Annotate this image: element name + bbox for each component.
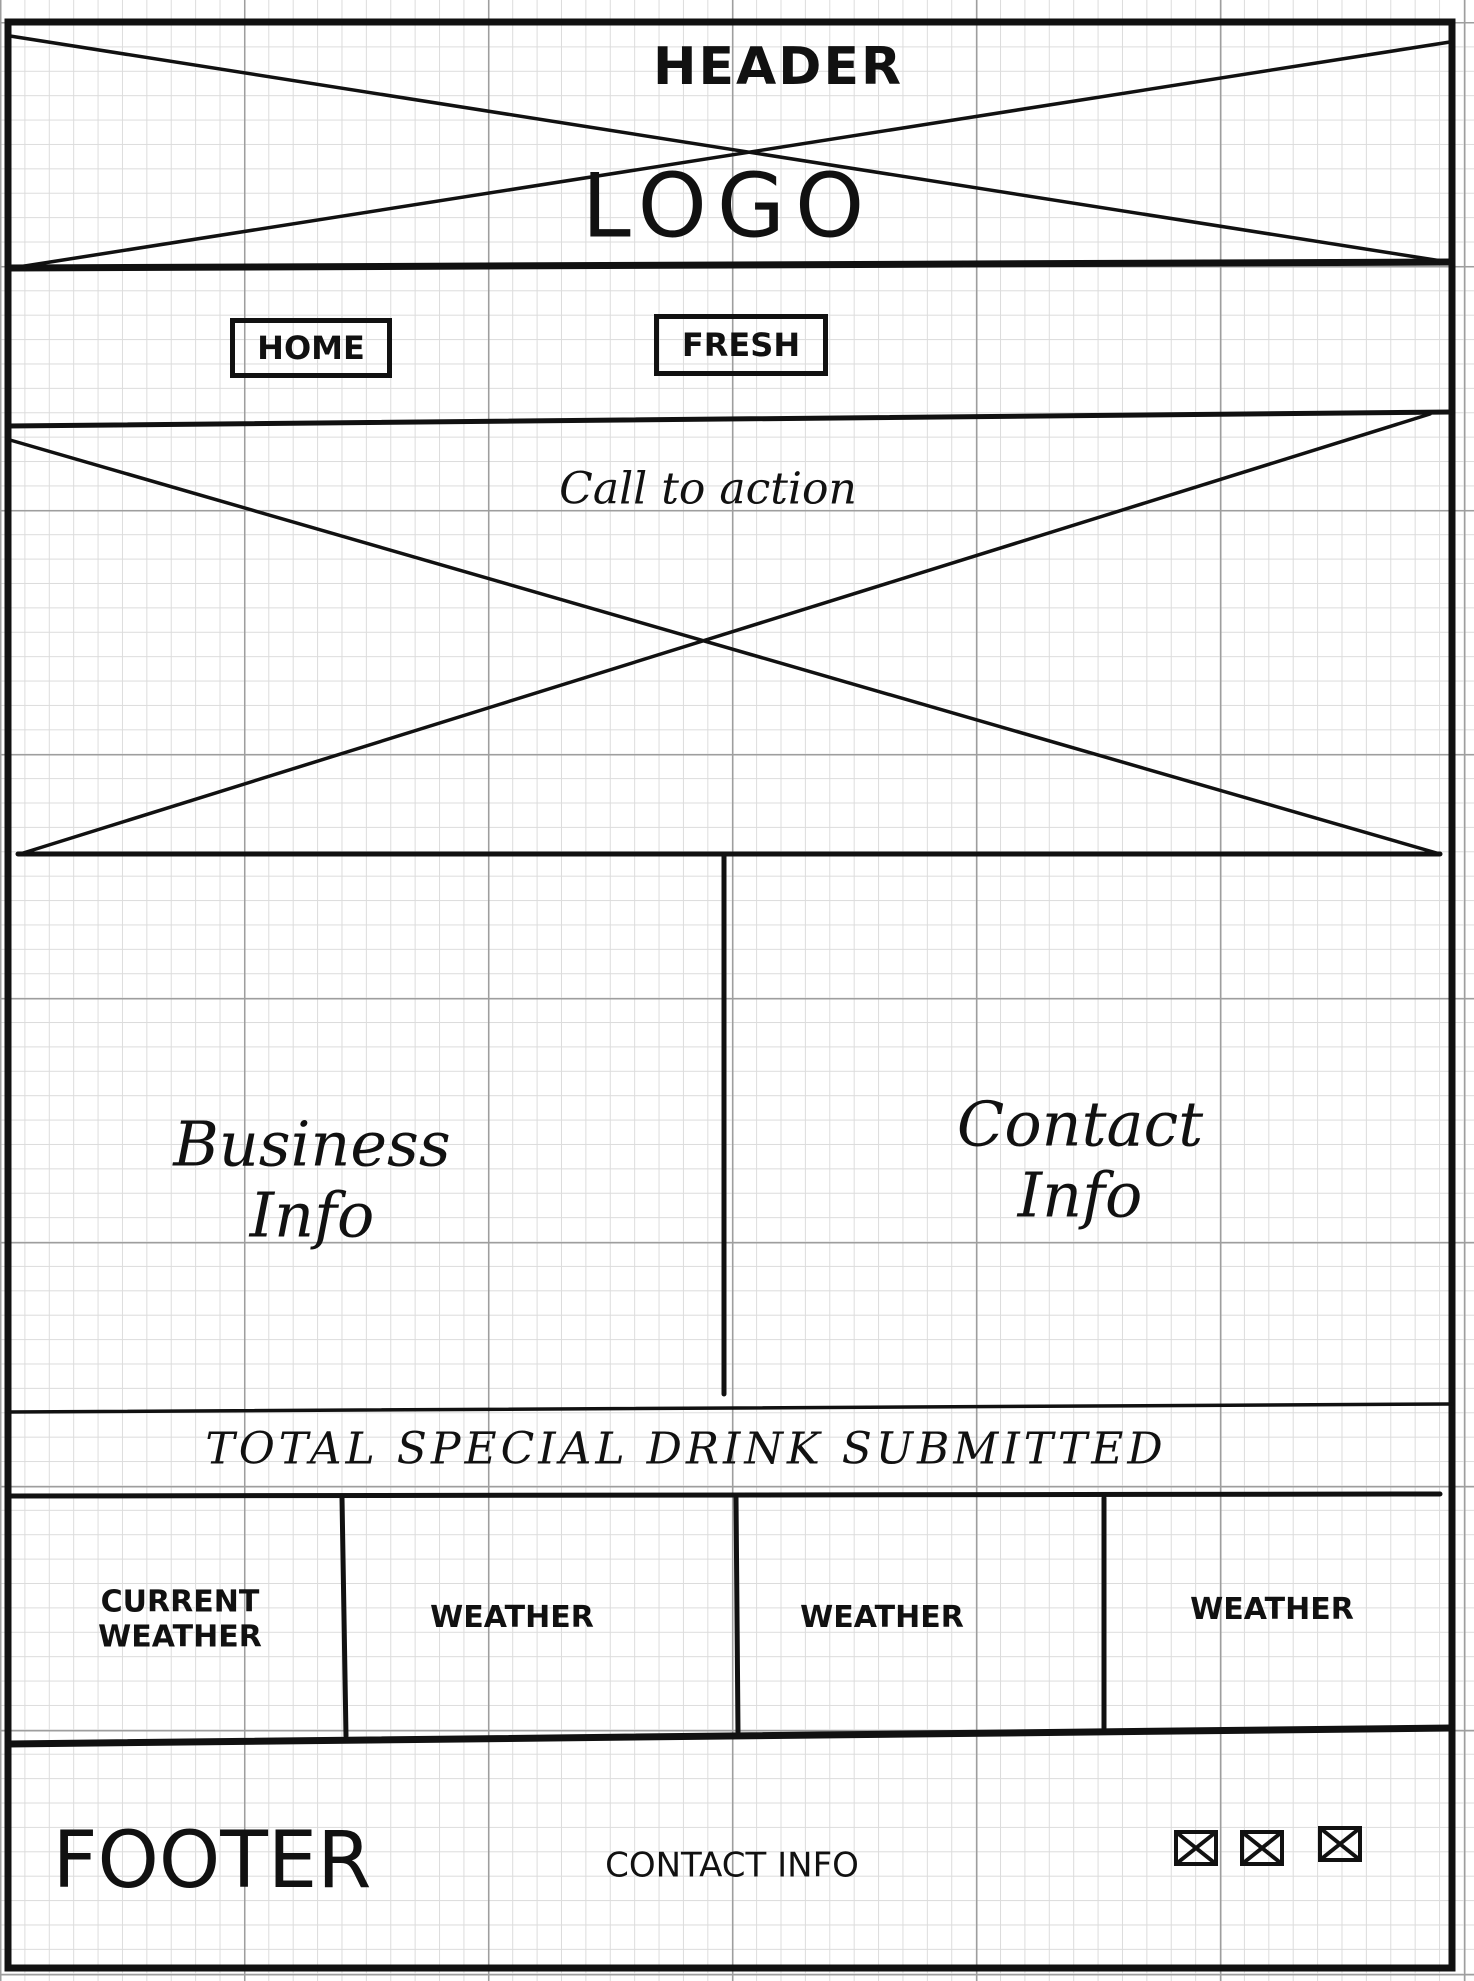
weather-card: WEATHER bbox=[430, 1599, 594, 1635]
header-cross-line bbox=[8, 34, 1450, 264]
weather-divider-line bbox=[339, 1495, 349, 1739]
home-button[interactable]: HOME bbox=[230, 318, 392, 378]
nav-bottom-line bbox=[5, 409, 1455, 429]
header-bottom-line bbox=[4, 258, 1456, 272]
business-info: Business Info bbox=[173, 1107, 451, 1252]
logo: LOGO bbox=[581, 154, 875, 258]
social-x-box-icon[interactable] bbox=[1318, 1826, 1362, 1862]
hero-cross-line bbox=[18, 412, 1432, 856]
weather-card: WEATHER bbox=[800, 1599, 964, 1635]
weather-card: WEATHER bbox=[1190, 1591, 1354, 1627]
footer-top-line bbox=[4, 1724, 1456, 1748]
header-cross-line bbox=[10, 40, 1452, 270]
hero-cross-line bbox=[8, 438, 1442, 856]
contact-info: Contact Info bbox=[956, 1087, 1204, 1232]
current-weather-line: CURRENT bbox=[100, 1584, 260, 1620]
drinks-bottom-line bbox=[5, 1491, 1443, 1499]
total-special-drink-submitted: TOTAL SPECIAL DRINK SUBMITTED bbox=[205, 1423, 1167, 1475]
social-x-box-icon[interactable] bbox=[1174, 1830, 1218, 1866]
footer-contact-info[interactable]: CONTACT INFO bbox=[605, 1845, 859, 1886]
fresh-button[interactable]: FRESH bbox=[654, 314, 828, 376]
current-weather-line: WEATHER bbox=[98, 1619, 262, 1654]
footer-title: FOOTER bbox=[52, 1816, 372, 1907]
social-x-box-icon[interactable] bbox=[1240, 1830, 1284, 1866]
outer-frame bbox=[4, 18, 1456, 1972]
info-bottom-line bbox=[6, 1402, 1454, 1414]
current-weather: CURRENT WEATHER bbox=[98, 1584, 262, 1655]
header-title: HEADER bbox=[652, 37, 904, 98]
weather-divider-line bbox=[733, 1495, 741, 1735]
call-to-action[interactable]: Call to action bbox=[559, 463, 857, 515]
